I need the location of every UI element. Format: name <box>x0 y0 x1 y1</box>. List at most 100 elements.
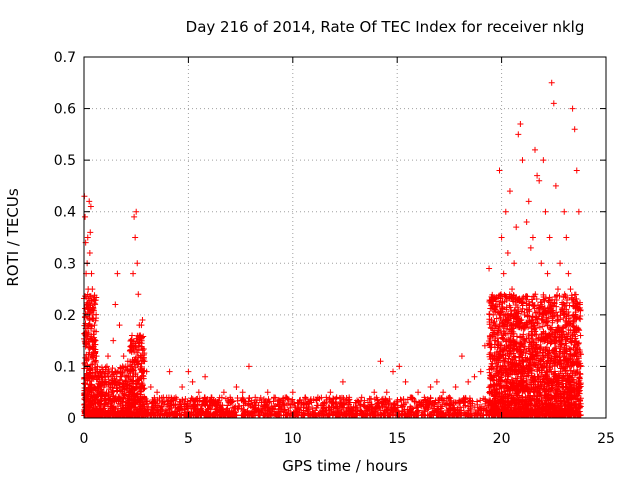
roti-point-dense <box>98 364 105 371</box>
roti-point-dense <box>136 337 143 344</box>
roti-point-dense <box>128 343 135 350</box>
roti-point-dense <box>89 343 96 350</box>
roti-point-dense <box>89 369 96 376</box>
roti-point-dense <box>134 373 141 380</box>
roti-point-dense <box>85 351 92 358</box>
roti-point-dense <box>140 367 147 374</box>
roti-point-dense <box>121 380 128 387</box>
roti-point-dense <box>83 357 90 364</box>
roti-point-dense <box>110 393 117 400</box>
roti-point-dense <box>121 412 128 419</box>
roti-point-dense <box>119 383 126 390</box>
roti-point-dense <box>133 335 140 342</box>
roti-point-dense <box>113 412 120 419</box>
roti-point-dense <box>138 405 145 412</box>
roti-point-dense <box>88 401 95 408</box>
roti-point-dense <box>119 369 126 376</box>
roti-point-dense <box>92 357 99 364</box>
roti-point-dense <box>137 366 144 373</box>
gridlines <box>84 57 606 418</box>
roti-point-dense <box>134 406 141 413</box>
roti-point-dense <box>97 369 104 376</box>
roti-point-dense <box>131 412 138 419</box>
roti-point-dense <box>140 354 147 361</box>
roti-point-dense <box>105 392 112 399</box>
roti-point-dense <box>96 412 103 419</box>
roti-point-dense <box>122 398 129 405</box>
roti-point-dense <box>105 396 112 403</box>
roti-point-dense <box>86 407 93 414</box>
roti-point-dense <box>127 370 134 377</box>
roti-point-dense <box>88 361 95 368</box>
roti-point-dense <box>94 395 101 402</box>
data-points <box>81 79 584 419</box>
roti-point-dense <box>85 372 92 379</box>
roti-point-dense <box>88 354 95 361</box>
roti-point-dense <box>92 350 99 357</box>
roti-point-dense <box>88 325 95 332</box>
roti-point-dense <box>135 377 142 384</box>
roti-point-dense <box>131 386 138 393</box>
roti-point-dense <box>88 392 95 399</box>
roti-point-dense <box>94 407 101 414</box>
roti-point-dense <box>87 385 94 392</box>
roti-point-dense <box>127 343 134 350</box>
roti-point-dense <box>137 352 144 359</box>
roti-point-dense <box>105 403 112 410</box>
roti-point-dense <box>135 396 142 403</box>
roti-point-dense <box>105 372 112 379</box>
roti-point-dense <box>82 380 89 387</box>
roti-point-dense <box>138 369 145 376</box>
roti-point-dense <box>121 390 128 397</box>
roti-point-dense <box>111 397 118 404</box>
roti-point-dense <box>104 411 111 418</box>
roti-point-dense <box>122 404 129 411</box>
roti-point-dense <box>107 400 114 407</box>
roti-point-dense <box>89 315 96 322</box>
roti-point-dense <box>114 403 121 410</box>
roti-point-dense <box>130 338 137 345</box>
roti-point-dense <box>123 373 130 380</box>
roti-point-dense <box>105 381 112 388</box>
roti-point-dense <box>130 367 137 374</box>
roti-point-dense <box>98 373 105 380</box>
roti-point-dense <box>120 383 127 390</box>
roti-point-dense <box>109 380 116 387</box>
roti-point-dense <box>128 380 135 387</box>
roti-point-dense <box>85 399 92 406</box>
roti-point-dense <box>140 333 147 340</box>
roti-point-dense <box>140 385 147 392</box>
roti-point-dense <box>109 365 116 372</box>
roti-point-dense <box>90 304 97 311</box>
roti-point-dense <box>89 361 96 368</box>
roti-point-dense <box>92 301 99 308</box>
roti-point-dense <box>115 379 122 386</box>
roti-point-dense <box>118 405 125 412</box>
roti-point-dense <box>121 392 128 399</box>
roti-point-dense <box>86 302 93 309</box>
roti-point-dense <box>141 394 148 401</box>
roti-point-dense <box>140 375 147 382</box>
roti-point-dense <box>108 397 115 404</box>
roti-point-dense <box>91 300 98 307</box>
roti-point-dense <box>91 397 98 404</box>
roti-point-dense <box>84 291 91 298</box>
roti-point-dense <box>123 385 130 392</box>
roti-point-dense <box>130 409 137 416</box>
roti-point-dense <box>82 331 89 338</box>
roti-point-dense <box>131 357 138 364</box>
roti-point-dense <box>119 409 126 416</box>
roti-point-dense <box>128 366 135 373</box>
roti-point-dense <box>128 389 135 396</box>
roti-point-dense <box>98 391 105 398</box>
roti-point-dense <box>91 328 98 335</box>
roti-point-dense <box>112 394 119 401</box>
roti-point-dense <box>110 387 117 394</box>
roti-point-dense <box>112 405 119 412</box>
roti-point-dense <box>135 380 142 387</box>
roti-point-dense <box>84 376 91 383</box>
roti-point-dense <box>82 339 89 346</box>
roti-point-dense <box>102 400 109 407</box>
roti-point-dense <box>91 364 98 371</box>
